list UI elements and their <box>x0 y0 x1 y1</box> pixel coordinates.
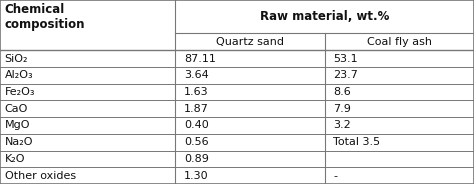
Text: Coal fly ash: Coal fly ash <box>367 37 432 47</box>
Text: 7.9: 7.9 <box>333 104 351 114</box>
Text: SiO₂: SiO₂ <box>5 54 28 63</box>
Text: Raw material, wt.%: Raw material, wt.% <box>260 10 389 23</box>
Text: 87.11: 87.11 <box>184 54 216 63</box>
Text: 0.40: 0.40 <box>184 121 209 130</box>
Text: Chemical
composition: Chemical composition <box>5 3 85 31</box>
Text: 0.56: 0.56 <box>184 137 209 147</box>
Text: 3.2: 3.2 <box>333 121 351 130</box>
Text: 23.7: 23.7 <box>333 70 358 80</box>
Text: 1.63: 1.63 <box>184 87 209 97</box>
Text: Fe₂O₃: Fe₂O₃ <box>5 87 35 97</box>
Text: 53.1: 53.1 <box>333 54 358 63</box>
Text: CaO: CaO <box>5 104 28 114</box>
Text: 1.30: 1.30 <box>184 171 209 181</box>
Text: 0.89: 0.89 <box>184 154 209 164</box>
Text: Other oxides: Other oxides <box>5 171 76 181</box>
Text: Na₂O: Na₂O <box>5 137 33 147</box>
Text: K₂O: K₂O <box>5 154 25 164</box>
Text: -: - <box>333 171 337 181</box>
Text: Al₂O₃: Al₂O₃ <box>5 70 33 80</box>
Text: 3.64: 3.64 <box>184 70 209 80</box>
Text: MgO: MgO <box>5 121 30 130</box>
Text: Total 3.5: Total 3.5 <box>333 137 380 147</box>
Text: 8.6: 8.6 <box>333 87 351 97</box>
Text: 1.87: 1.87 <box>184 104 209 114</box>
Text: Quartz sand: Quartz sand <box>216 37 284 47</box>
